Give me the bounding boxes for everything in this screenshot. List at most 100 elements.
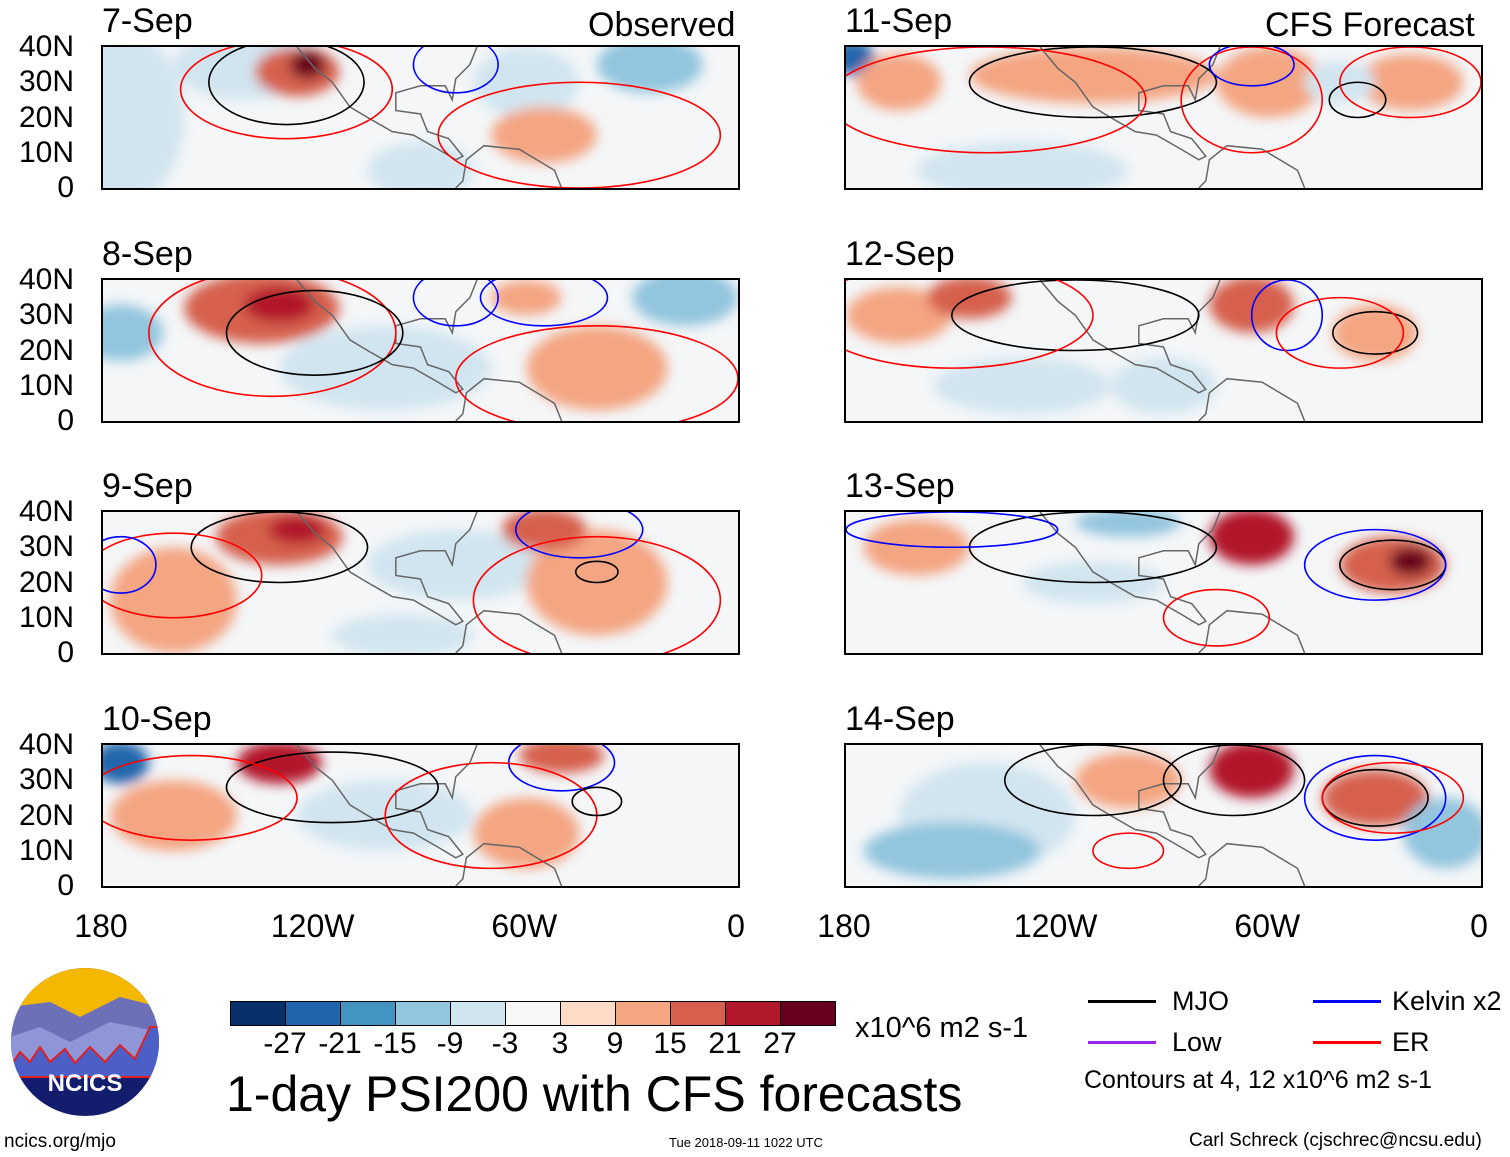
- colorbar-label: -27: [263, 1027, 307, 1060]
- lat-label: 10N: [18, 135, 74, 169]
- anomaly-blob: [501, 512, 587, 551]
- colorbar-units: x10^6 m2 s-1: [855, 1012, 1029, 1044]
- forecast-header: CFS Forecast: [1265, 6, 1475, 44]
- contour-kelvin: [103, 535, 157, 594]
- contour-mjo: [225, 751, 439, 824]
- colorbar-label: 27: [763, 1027, 797, 1060]
- lat-label: 20N: [18, 100, 74, 134]
- map-panel-13-Sep: [844, 510, 1483, 655]
- colorbar-label: 15: [653, 1027, 687, 1060]
- figure-title: 1-day PSI200 with CFS forecasts: [226, 1066, 963, 1122]
- footer-author: Carl Schreck (cjschrec@ncsu.edu): [1189, 1130, 1482, 1151]
- footer-url[interactable]: ncics.org/mjo: [4, 1131, 116, 1152]
- panel-date: 12-Sep: [845, 235, 955, 273]
- lat-label: 0: [57, 404, 74, 437]
- lat-label: 20N: [18, 333, 74, 367]
- coastline: [1039, 745, 1221, 859]
- anomaly-blob: [632, 280, 738, 326]
- map-panel-10-Sep: [101, 743, 740, 888]
- lon-label: 0: [727, 908, 745, 944]
- contour-mjo: [968, 47, 1218, 119]
- anomaly-blob: [237, 745, 322, 784]
- coastline: [455, 609, 563, 653]
- anomaly-blob: [367, 529, 544, 601]
- coastline: [455, 842, 563, 886]
- anomaly-blob: [1332, 304, 1418, 362]
- contour-kelvin: [1303, 528, 1447, 601]
- panel-date: 8-Sep: [102, 235, 193, 273]
- lat-label: 40N: [18, 30, 74, 63]
- map-panel-12-Sep: [844, 278, 1483, 423]
- colorbar-swatch: [396, 1002, 451, 1025]
- colorbar-label: 21: [708, 1027, 742, 1060]
- panel-date: 7-Sep: [102, 2, 193, 40]
- anomaly-blob: [519, 745, 604, 774]
- colorbar-swatch: [561, 1002, 616, 1025]
- coastline: [455, 377, 563, 421]
- anomaly-blob: [526, 325, 668, 411]
- lon-label: 60W: [491, 908, 558, 944]
- anomaly-blob: [332, 614, 474, 653]
- lat-label: 10N: [18, 833, 74, 867]
- contour-mjo: [208, 47, 365, 126]
- colorbar-swatch: [616, 1002, 671, 1025]
- lat-label: 40N: [18, 263, 74, 296]
- coastline: [1198, 377, 1306, 421]
- contour-mjo: [1162, 745, 1306, 817]
- logo-text: NCICS: [48, 1070, 123, 1097]
- contour-er: [1321, 761, 1465, 834]
- coastline: [296, 745, 478, 859]
- contour-mjo: [951, 280, 1200, 352]
- anomaly-blob: [1389, 547, 1432, 576]
- contour-mjo: [190, 512, 369, 584]
- lat-label: 20N: [18, 798, 74, 832]
- anomaly-blob: [1322, 769, 1429, 827]
- anomaly-blob: [473, 47, 580, 118]
- lat-label: 10N: [18, 600, 74, 634]
- contour-kelvin: [1208, 47, 1295, 87]
- contour-kelvin: [1303, 754, 1447, 841]
- map-panel-14-Sep: [844, 743, 1483, 888]
- observed-header: Observed: [588, 6, 736, 44]
- panel-date: 14-Sep: [845, 700, 955, 738]
- anomaly-blob: [1209, 745, 1295, 798]
- coastline: [1198, 144, 1306, 188]
- anomaly-blob: [916, 142, 1129, 188]
- colorbar: [230, 1001, 836, 1026]
- panel-date: 11-Sep: [845, 2, 953, 40]
- contour-er: [148, 280, 397, 398]
- contour-mjo: [225, 289, 404, 376]
- legend-kelvin-line: [1313, 1000, 1381, 1003]
- contour-mjo: [1332, 310, 1419, 355]
- colorbar-label: -15: [373, 1027, 417, 1060]
- lon-label: 60W: [1234, 908, 1301, 944]
- anomaly-blob: [846, 287, 952, 344]
- contour-mjo: [1003, 745, 1182, 817]
- anomaly-blob: [473, 797, 580, 869]
- anomaly-blob: [491, 106, 597, 164]
- coastline: [1039, 280, 1221, 394]
- anomaly-blob: [491, 280, 562, 316]
- contour-er: [1162, 588, 1271, 647]
- coastline: [1198, 842, 1306, 886]
- lat-label: 40N: [18, 728, 74, 761]
- lat-label: 40N: [18, 495, 74, 528]
- anomaly-blob: [110, 780, 238, 851]
- anomaly-blob: [856, 54, 942, 111]
- panel-date: 13-Sep: [845, 467, 955, 505]
- legend-mjo: MJO: [1172, 986, 1229, 1016]
- colorbar-label: -3: [491, 1027, 519, 1060]
- colorbar-swatch: [671, 1002, 726, 1025]
- anomaly-blob: [244, 287, 315, 323]
- coastline: [296, 47, 478, 161]
- contour-er: [846, 280, 1094, 369]
- lon-label: 120W: [1013, 908, 1098, 944]
- legend-er: ER: [1392, 1027, 1430, 1057]
- map-panel-8-Sep: [101, 278, 740, 423]
- lat-label: 30N: [18, 65, 74, 99]
- anomaly-blob: [268, 515, 326, 544]
- ncics-logo: NCICS: [11, 968, 159, 1116]
- contour-er: [1092, 832, 1165, 870]
- lat-label: 10N: [18, 368, 74, 402]
- contour-kelvin: [1250, 280, 1324, 352]
